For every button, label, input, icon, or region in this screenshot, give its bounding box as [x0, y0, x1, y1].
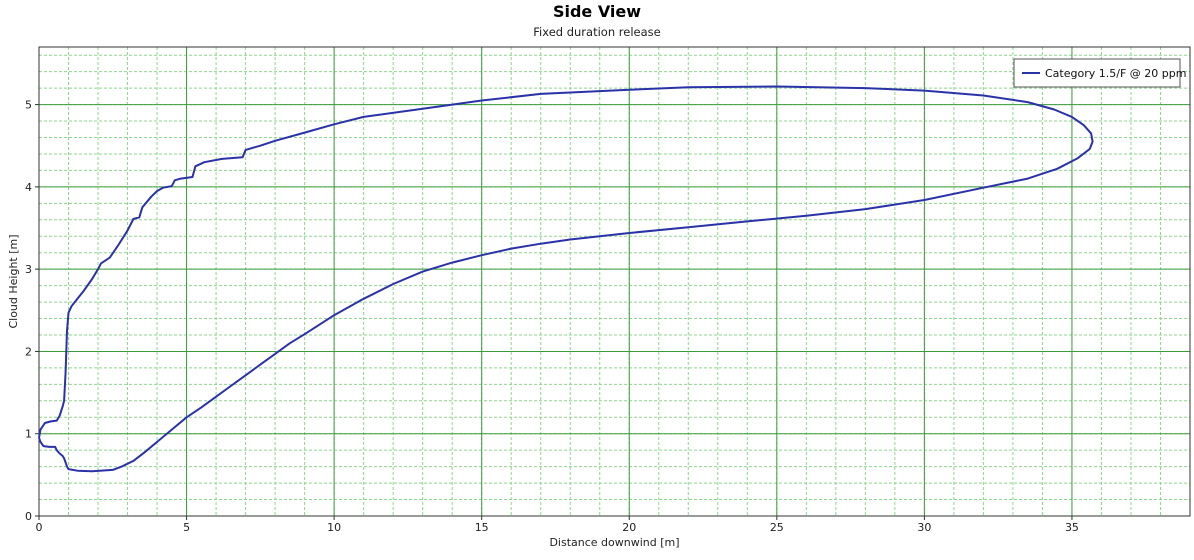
y-tick-label: 3	[25, 263, 32, 276]
y-tick-label: 5	[25, 99, 32, 112]
series-layer	[38, 85, 1094, 473]
major-grid	[39, 47, 1190, 516]
y-axis-ticks: 0 1 2 3 4 5	[25, 99, 39, 523]
legend-box	[1013, 58, 1181, 88]
legend: Category 1.5/F @ 20 ppm	[1013, 58, 1186, 88]
x-tick-label: 5	[183, 521, 190, 534]
y-tick-label: 2	[25, 345, 32, 358]
series-line-0	[38, 85, 1094, 473]
legend-label: Category 1.5/F @ 20 ppm	[1045, 67, 1186, 80]
x-tick-label: 35	[1065, 521, 1079, 534]
y-tick-label: 1	[25, 428, 32, 441]
x-axis-label: Distance downwind [m]	[549, 536, 679, 549]
x-tick-label: 0	[36, 521, 43, 534]
x-tick-label: 25	[770, 521, 784, 534]
x-tick-label: 10	[327, 521, 341, 534]
x-tick-label: 30	[917, 521, 931, 534]
y-tick-label: 0	[25, 510, 32, 523]
x-tick-label: 20	[622, 521, 636, 534]
x-axis-ticks: 0 5 10 15 20 25 30 35	[36, 516, 1079, 534]
y-tick-label: 4	[25, 181, 32, 194]
plot-frame	[38, 46, 1191, 517]
chart-subtitle: Fixed duration release	[533, 25, 661, 39]
minor-grid	[39, 47, 1190, 516]
chart-title: Side View	[552, 2, 642, 21]
y-axis-label: Cloud Height [m]	[7, 234, 20, 328]
x-tick-label: 15	[475, 521, 489, 534]
